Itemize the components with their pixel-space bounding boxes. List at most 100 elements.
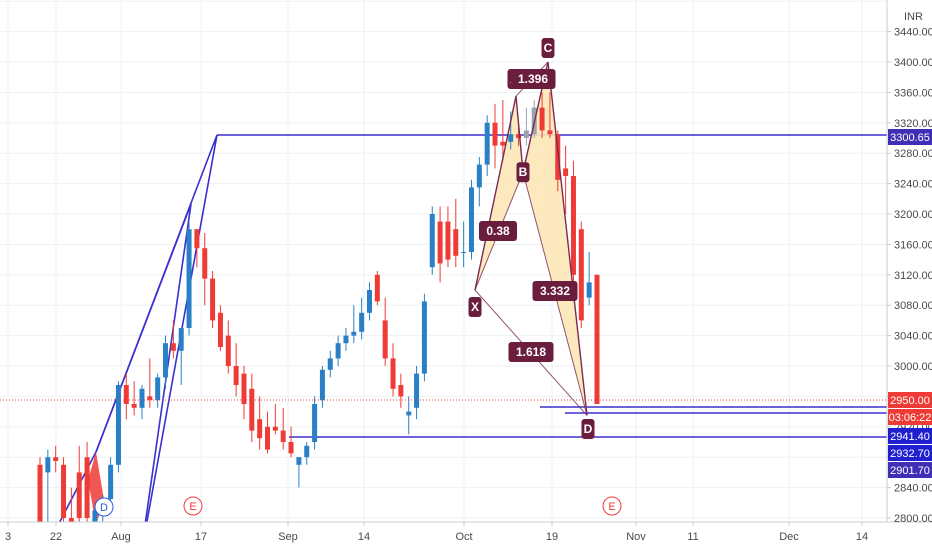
candle-body (225, 335, 231, 366)
candle-body (492, 122, 498, 146)
candle-body (241, 373, 247, 404)
candle-body (170, 343, 176, 351)
event-marker-circle (94, 497, 114, 517)
pattern-leg (547, 61, 588, 416)
pattern-leg (515, 96, 524, 173)
candle-body (390, 358, 396, 389)
time-axis-bg (0, 522, 932, 550)
pattern-leg (474, 96, 517, 291)
candle-body (327, 358, 333, 370)
y-tick-label: 3280.00 (894, 148, 932, 160)
candle-body (555, 134, 561, 180)
candle-body (429, 214, 435, 268)
currency-label: INR (904, 11, 923, 23)
candle-body (76, 472, 82, 518)
y-tick-label: 3000.00 (894, 361, 932, 373)
triangle-bcd (523, 62, 587, 416)
y-tick-label: 3160.00 (894, 239, 932, 251)
point-d-label: D (584, 422, 593, 436)
event-marker-circle (183, 496, 203, 516)
candle-body (178, 328, 184, 351)
candle-body (312, 404, 318, 442)
candle-body (147, 396, 153, 401)
x-tick-label: 14 (856, 531, 868, 543)
point-b-label: B (519, 165, 528, 179)
candle-body (366, 290, 372, 313)
event-marker-label: D (100, 502, 108, 514)
price-badge-bg (888, 392, 932, 408)
ratio-bd-label: 3.332 (540, 284, 570, 298)
point-c-label: C (544, 41, 553, 55)
candle-body (45, 457, 51, 473)
candle-body (92, 510, 98, 522)
candle-body (359, 312, 365, 332)
grid (0, 0, 887, 522)
y-tick-label: 3240.00 (894, 179, 932, 191)
candle-body (288, 442, 294, 454)
candle-body (186, 229, 192, 328)
candle-body (484, 122, 490, 165)
y-tick-label: 3320.00 (894, 118, 932, 130)
candle-body (382, 320, 388, 359)
candle-body (61, 464, 67, 518)
price-badge-bg (888, 409, 932, 425)
point-x-label-bg (468, 297, 482, 317)
ratio-bd-label-bg (532, 281, 578, 301)
candle-body (296, 457, 302, 465)
y-tick-label: 3080.00 (894, 300, 932, 312)
trend-line (95, 134, 218, 453)
candle-body (476, 164, 482, 188)
candle-body (343, 335, 349, 344)
candle-body (37, 464, 43, 526)
candle-body (523, 130, 529, 138)
y-tick-label: 3040.00 (894, 331, 932, 343)
event-marker-label: E (189, 501, 196, 513)
price-badge-bg (888, 445, 932, 461)
candle-body (68, 518, 74, 522)
candle-body (257, 419, 263, 439)
price-badge-bg (888, 462, 932, 478)
candle-body (468, 187, 474, 252)
x-tick-label: 11 (687, 531, 698, 543)
x-tick-label: Oct (455, 531, 472, 543)
event-marker-label: E (608, 501, 615, 513)
candle-body (539, 107, 545, 131)
candle-body (500, 141, 506, 146)
candle-body (280, 430, 286, 442)
y-tick-label: 2840.00 (894, 483, 932, 495)
y-tick-label: 2800.00 (894, 513, 932, 525)
x-tick-label: 14 (358, 531, 370, 543)
ratio-xb-label-bg (479, 221, 517, 241)
candle-body (563, 168, 569, 176)
candle-body (272, 426, 278, 431)
ratio-xd-label-bg (508, 342, 554, 362)
candle-body (53, 457, 59, 461)
candle-body (414, 373, 420, 408)
trend-line (140, 134, 218, 555)
candle-body (155, 377, 161, 401)
candle-body (570, 176, 576, 275)
candle-body (398, 385, 404, 397)
candle-body (115, 385, 121, 465)
price-badge-label: 03:06:22 (889, 412, 932, 424)
candle-body (265, 426, 271, 450)
y-tick-label: 3200.00 (894, 209, 932, 221)
candle-body (586, 282, 592, 298)
y-tick-label: 3440.00 (894, 27, 932, 39)
x-tick-label: Nov (626, 531, 646, 543)
candle-body (194, 229, 200, 249)
ratio-ac-label-bg (510, 69, 556, 89)
candle-body (351, 331, 357, 336)
candle-body (139, 388, 145, 408)
candle-body (202, 248, 208, 279)
price-badge-label: 2901.70 (890, 465, 930, 477)
candle-body (233, 366, 239, 385)
triangle-xab (475, 96, 523, 290)
candle-body (516, 134, 522, 138)
x-tick-label: Sep (278, 531, 298, 543)
candle-body (445, 221, 451, 260)
